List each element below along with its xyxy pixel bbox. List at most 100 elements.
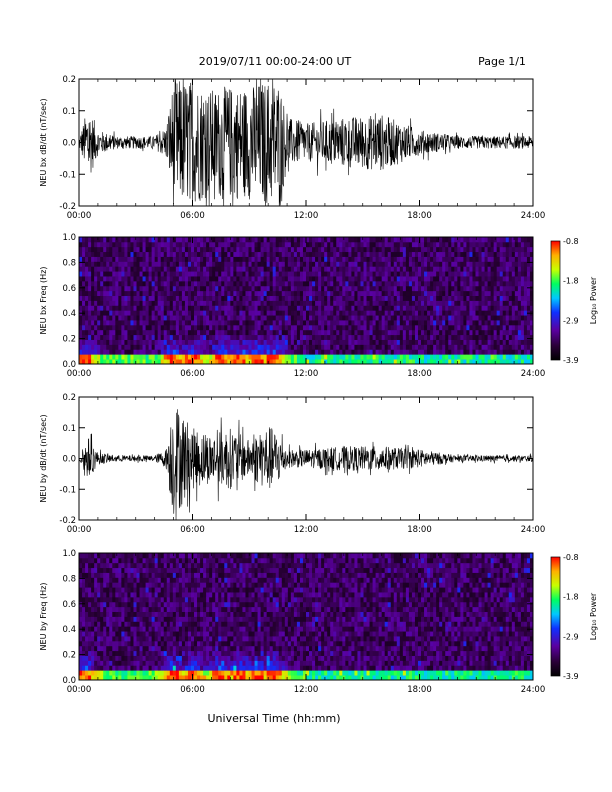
heatmap-cell [251, 315, 255, 321]
heatmap-cell [206, 305, 210, 311]
heatmap-cell [369, 285, 373, 292]
heatmap-cell [324, 324, 328, 331]
heatmap-cell [263, 285, 268, 292]
heatmap-cell [115, 300, 119, 306]
heatmap-cell [160, 359, 165, 365]
heatmap-cell [118, 601, 122, 608]
heatmap-cell [405, 271, 410, 277]
heatmap-cell [520, 329, 525, 336]
heatmap-cell [312, 266, 316, 272]
heatmap-cell [381, 329, 386, 336]
heatmap-cell [493, 241, 498, 248]
heatmap-cell [448, 349, 452, 355]
heatmap-cell [115, 349, 119, 355]
heatmap-cell [97, 310, 101, 316]
heatmap-cell [124, 300, 128, 306]
heatmap-cell [384, 354, 389, 360]
heatmap-cell [115, 315, 119, 321]
heatmap-cell [520, 280, 525, 287]
heatmap-cell [82, 324, 86, 331]
heatmap-cell [454, 261, 458, 267]
heatmap-cell [230, 349, 234, 355]
heatmap-cell [154, 354, 159, 360]
heatmap-cell [436, 354, 440, 360]
heatmap-cell [151, 626, 156, 632]
heatmap-cell [263, 251, 268, 257]
heatmap-cell [200, 251, 204, 257]
heatmap-cell [387, 339, 392, 345]
heatmap-cell [424, 261, 428, 267]
heatmap-cell [133, 621, 137, 627]
heatmap-cell [248, 320, 252, 326]
heatmap-cell [263, 349, 268, 355]
heatmap-cell [363, 256, 367, 262]
heatmap-cell [445, 285, 449, 292]
heatmap-cell [130, 324, 134, 331]
heatmap-cell [484, 261, 488, 267]
heatmap-cell [115, 276, 119, 282]
heatmap-cell [293, 344, 298, 350]
heatmap-cell [97, 557, 101, 564]
heatmap-cell [448, 276, 452, 282]
heatmap-cell [221, 310, 225, 316]
heatmap-cell [130, 344, 134, 350]
heatmap-cell [324, 334, 328, 340]
heatmap-cell [454, 329, 458, 336]
heatmap-cell [251, 280, 255, 287]
heatmap-cell [139, 315, 143, 321]
heatmap-cell [124, 329, 128, 336]
heatmap-cell [487, 280, 492, 287]
heatmap-cell [190, 334, 195, 340]
heatmap-cell [481, 280, 485, 287]
heatmap-cell [124, 577, 128, 583]
heatmap-cell [278, 349, 283, 355]
heatmap-cell [260, 246, 265, 253]
heatmap-cell [484, 237, 488, 243]
heatmap-cell [396, 266, 401, 272]
heatmap-cell [436, 329, 440, 336]
heatmap-cell [79, 553, 83, 559]
heatmap-cell [91, 621, 95, 627]
heatmap-cell [133, 601, 137, 608]
heatmap-cell [393, 251, 398, 257]
heatmap-cell [124, 256, 128, 262]
heatmap-cell [469, 280, 473, 287]
heatmap-cell [194, 271, 198, 277]
heatmap-cell [209, 237, 213, 243]
heatmap-cell [121, 237, 125, 243]
heatmap-cell [381, 251, 386, 257]
heatmap-cell [221, 349, 225, 355]
heatmap-cell [275, 305, 280, 311]
heatmap-cell [309, 315, 313, 321]
heatmap-cell [148, 310, 153, 316]
heatmap-cell [82, 300, 86, 306]
heatmap-cell [312, 329, 316, 336]
heatmap-cell [127, 285, 131, 292]
heatmap-cell [133, 349, 137, 355]
heatmap-cell [130, 670, 134, 676]
heatmap-cell [178, 290, 183, 297]
heatmap-cell [272, 280, 277, 287]
heatmap-cell [505, 320, 510, 326]
heatmap-cell [154, 329, 159, 336]
heatmap-cell [508, 280, 513, 287]
heatmap-cell [245, 320, 249, 326]
heatmap-cell [148, 606, 153, 613]
heatmap-cell [218, 320, 222, 326]
heatmap-cell [421, 324, 425, 331]
heatmap-cell [299, 266, 304, 272]
heatmap-cell [212, 285, 216, 292]
heatmap-cell [163, 237, 168, 243]
heatmap-cell [112, 237, 116, 243]
heatmap-cell [160, 606, 165, 613]
heatmap-cell [88, 655, 92, 661]
heatmap-cell [88, 305, 92, 311]
heatmap-cell [160, 665, 165, 671]
heatmap-cell [118, 596, 122, 603]
heatmap-cell [197, 280, 201, 287]
heatmap-cell [194, 290, 198, 297]
heatmap-cell [85, 300, 89, 306]
heatmap-cell [100, 553, 104, 559]
heatmap-cell [363, 251, 367, 257]
heatmap-cell [433, 276, 437, 282]
